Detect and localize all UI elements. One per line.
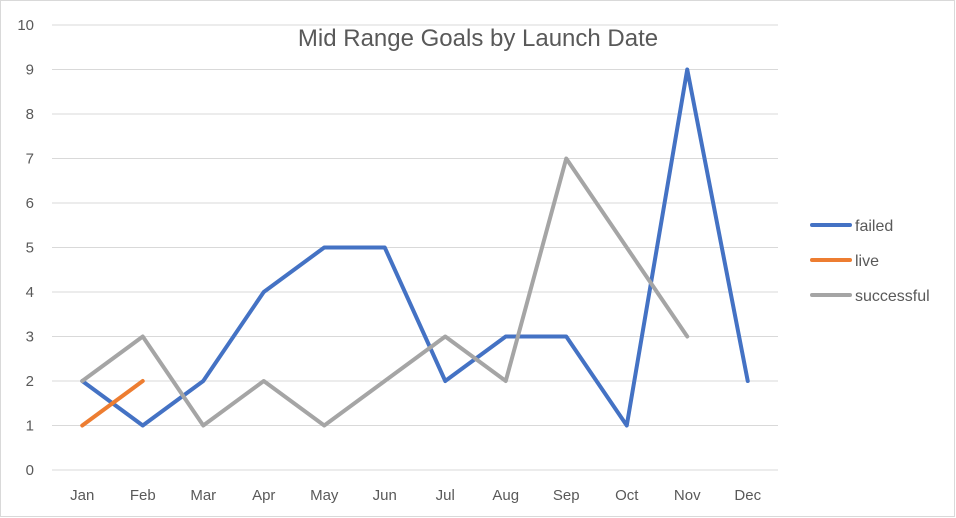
x-tick-label: Nov — [674, 487, 701, 504]
x-tick-label: Apr — [252, 487, 275, 504]
series-line-live — [80, 379, 145, 428]
gridlines — [52, 24, 778, 471]
x-tick-label: May — [310, 487, 339, 504]
y-tick-label: 10 — [17, 17, 34, 34]
y-tick-label: 8 — [26, 106, 34, 123]
y-tick-label: 6 — [26, 195, 34, 212]
x-tick-label: Sep — [553, 487, 580, 504]
legend-label-failed: failed — [855, 218, 893, 235]
series-line-failed — [80, 67, 750, 428]
y-tick-label: 1 — [26, 418, 34, 435]
y-tick-label: 2 — [26, 373, 34, 390]
y-axis-tick-labels: 0 1 2 3 4 5 6 7 8 9 10 — [17, 17, 34, 479]
x-tick-label: Jan — [70, 487, 94, 504]
series-lines — [80, 67, 750, 428]
y-tick-label: 0 — [26, 462, 34, 479]
y-tick-label: 4 — [26, 284, 34, 301]
y-tick-label: 5 — [26, 240, 34, 257]
y-tick-label: 9 — [26, 62, 34, 79]
x-tick-label: Mar — [190, 487, 216, 504]
legend: failed live successful — [810, 218, 930, 305]
y-tick-label: 7 — [26, 151, 34, 168]
y-tick-label: 3 — [26, 329, 34, 346]
x-tick-label: Dec — [734, 487, 761, 504]
x-tick-label: Feb — [130, 487, 156, 504]
x-tick-label: Jul — [436, 487, 455, 504]
legend-label-successful: successful — [855, 288, 930, 305]
chart-title: Mid Range Goals by Launch Date — [298, 25, 658, 52]
x-tick-label: Aug — [492, 487, 519, 504]
x-tick-label: Jun — [373, 487, 397, 504]
x-axis-tick-labels: Jan Feb Mar Apr May Jun Jul Aug Sep Oct Nov Dec — [70, 487, 761, 504]
legend-label-live: live — [855, 253, 879, 270]
series-line-successful — [80, 156, 690, 428]
x-tick-label: Oct — [615, 487, 639, 504]
